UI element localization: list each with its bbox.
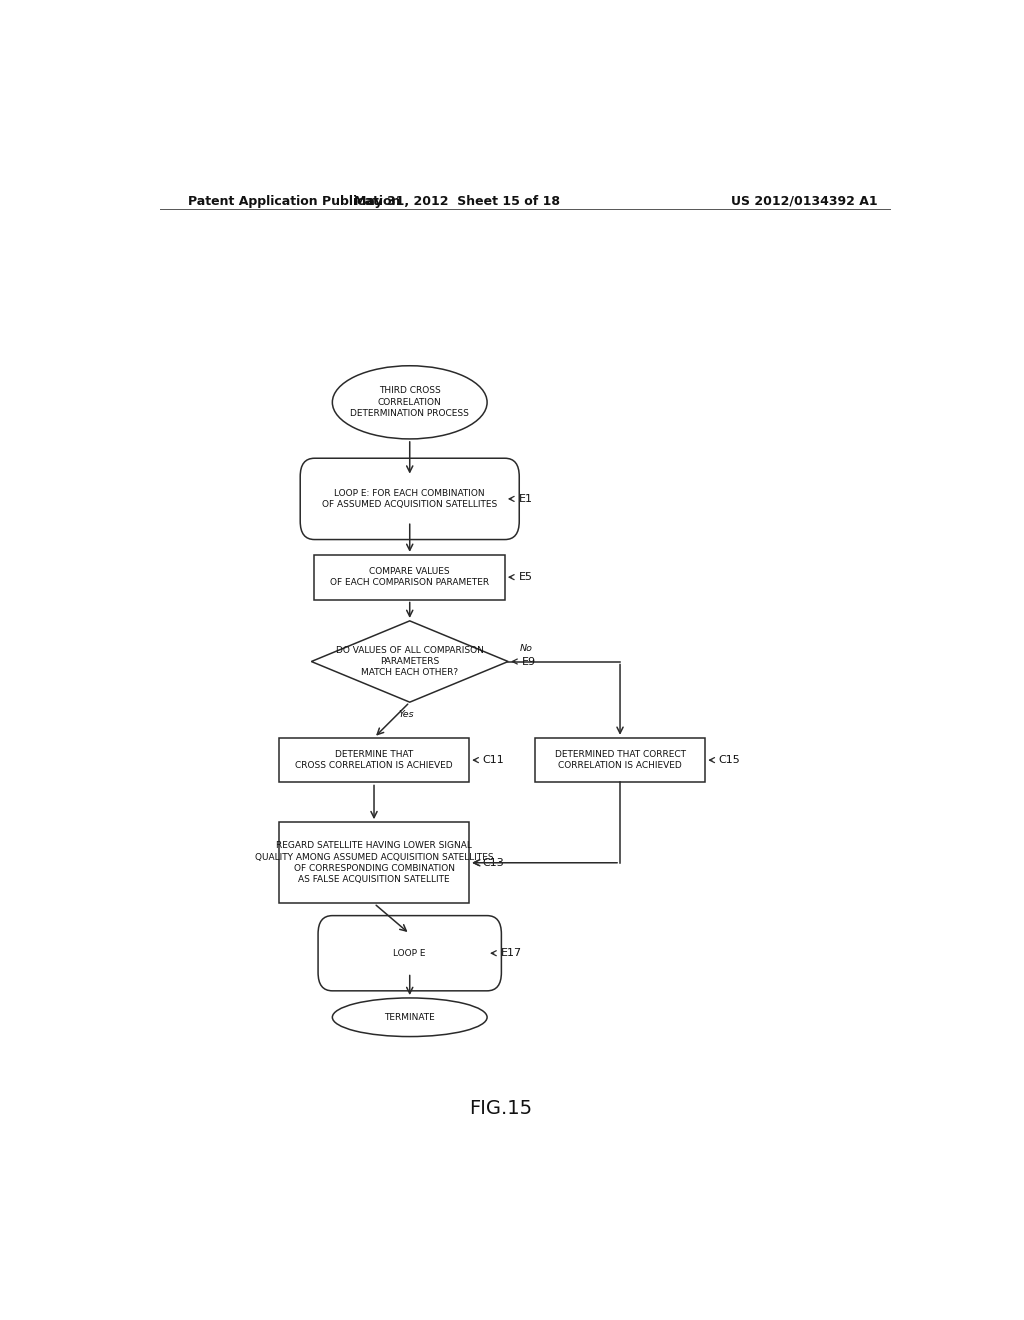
Text: No: No bbox=[520, 644, 534, 653]
Text: FIG.15: FIG.15 bbox=[469, 1100, 532, 1118]
Text: C11: C11 bbox=[482, 755, 505, 766]
Text: Patent Application Publication: Patent Application Publication bbox=[187, 194, 400, 207]
Text: Yes: Yes bbox=[398, 710, 414, 719]
Bar bbox=[279, 822, 469, 903]
Text: LOOP E: FOR EACH COMBINATION
OF ASSUMED ACQUISITION SATELLITES: LOOP E: FOR EACH COMBINATION OF ASSUMED … bbox=[323, 488, 498, 510]
Text: DETERMINED THAT CORRECT
CORRELATION IS ACHIEVED: DETERMINED THAT CORRECT CORRELATION IS A… bbox=[555, 750, 685, 771]
Bar bbox=[279, 738, 469, 783]
Text: E17: E17 bbox=[501, 948, 521, 958]
FancyBboxPatch shape bbox=[318, 916, 502, 991]
Polygon shape bbox=[311, 620, 508, 702]
Text: THIRD CROSS
CORRELATION
DETERMINATION PROCESS: THIRD CROSS CORRELATION DETERMINATION PR… bbox=[350, 387, 469, 418]
Text: E9: E9 bbox=[521, 656, 536, 667]
Text: DETERMINE THAT
CROSS CORRELATION IS ACHIEVED: DETERMINE THAT CROSS CORRELATION IS ACHI… bbox=[295, 750, 453, 771]
Text: DO VALUES OF ALL COMPARISON
PARAMETERS
MATCH EACH OTHER?: DO VALUES OF ALL COMPARISON PARAMETERS M… bbox=[336, 645, 483, 677]
Text: LOOP E: LOOP E bbox=[393, 949, 426, 958]
Text: E1: E1 bbox=[518, 494, 532, 504]
Text: US 2012/0134392 A1: US 2012/0134392 A1 bbox=[731, 194, 878, 207]
FancyBboxPatch shape bbox=[300, 458, 519, 540]
Ellipse shape bbox=[333, 998, 487, 1036]
Text: C15: C15 bbox=[719, 755, 740, 766]
Text: TERMINATE: TERMINATE bbox=[384, 1012, 435, 1022]
Text: E5: E5 bbox=[518, 572, 532, 582]
Ellipse shape bbox=[333, 366, 487, 440]
Text: REGARD SATELLITE HAVING LOWER SIGNAL
QUALITY AMONG ASSUMED ACQUISITION SATELLITE: REGARD SATELLITE HAVING LOWER SIGNAL QUA… bbox=[255, 841, 494, 884]
Text: May 31, 2012  Sheet 15 of 18: May 31, 2012 Sheet 15 of 18 bbox=[354, 194, 560, 207]
Text: C13: C13 bbox=[482, 858, 505, 867]
Bar bbox=[535, 738, 706, 783]
Text: COMPARE VALUES
OF EACH COMPARISON PARAMETER: COMPARE VALUES OF EACH COMPARISON PARAME… bbox=[330, 566, 489, 587]
Bar bbox=[314, 554, 505, 599]
